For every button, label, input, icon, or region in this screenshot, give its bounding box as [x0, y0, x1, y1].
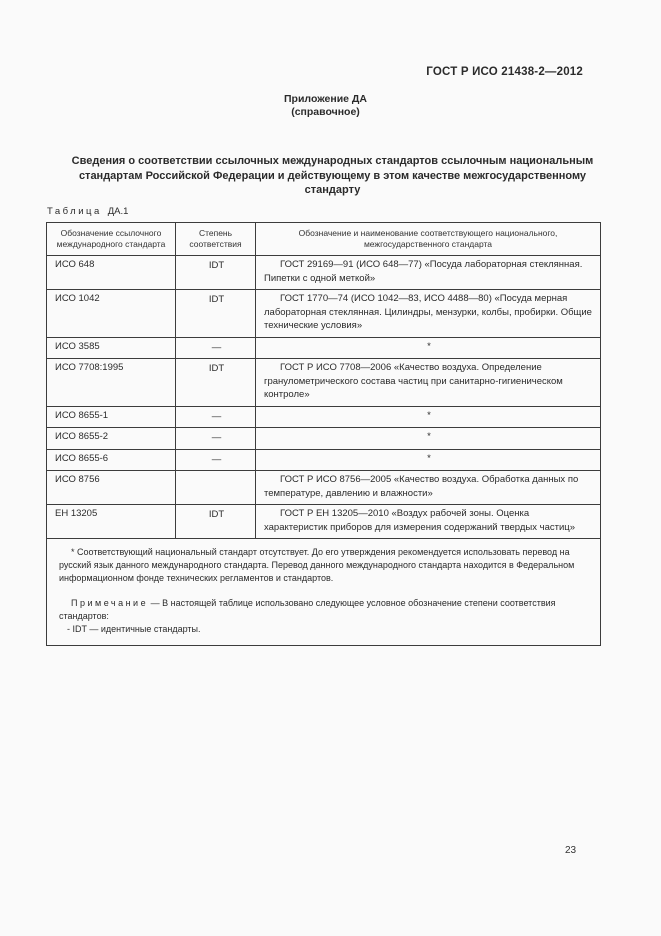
cell-reference: ИСО 3585	[46, 336, 176, 359]
table-header-row: Обозначение ссылочного международного ст…	[46, 222, 601, 256]
cell-national: ГОСТ Р ИСО 7708—2006 «Качество воздуха. …	[255, 358, 601, 407]
note-item-idt: - IDT — идентичные стандарты.	[67, 624, 201, 634]
col-header-national-standard: Обозначение и наименование соответствующ…	[255, 222, 601, 256]
note-label: Примечание	[71, 598, 149, 608]
cell-reference: ИСО 648	[46, 255, 176, 290]
table-row: ИСО 7708:1995 IDT ГОСТ Р ИСО 7708—2006 «…	[46, 358, 601, 407]
cell-reference: ИСО 1042	[46, 289, 176, 338]
table-row: ЕН 13205 IDT ГОСТ Р ЕН 13205—2010 «Возду…	[46, 504, 601, 539]
cell-national: *	[255, 427, 601, 450]
cell-degree: IDT	[175, 504, 256, 539]
table-row: ИСО 3585 — *	[46, 336, 601, 359]
col-header-reference-standard: Обозначение ссылочного международного ст…	[46, 222, 176, 256]
section-title: Сведения о соответствии ссылочных междун…	[71, 155, 594, 196]
table-caption: Таблица ДА.1	[47, 206, 128, 217]
appendix-subtitle: (справочное)	[291, 106, 360, 118]
standard-designation-header: ГОСТ Р ИСО 21438-2—2012	[426, 66, 583, 78]
table-caption-number: ДА.1	[107, 206, 129, 217]
note-text: — В настоящей таблице использовано следу…	[59, 598, 556, 621]
cell-national: *	[255, 336, 601, 359]
table-row: ИСО 8655-2 — *	[46, 427, 601, 450]
cell-reference: ЕН 13205	[46, 504, 176, 539]
table-row: ИСО 8655-6 — *	[46, 448, 601, 471]
cell-national: ГОСТ 29169—91 (ИСО 648—77) «Посуда лабор…	[255, 255, 601, 290]
cell-national: ГОСТ 1770—74 (ИСО 1042—83, ИСО 4488—80) …	[255, 289, 601, 338]
table-row: ИСО 1042 IDT ГОСТ 1770—74 (ИСО 1042—83, …	[46, 289, 601, 338]
cell-degree: —	[175, 336, 256, 359]
cell-degree: IDT	[175, 255, 256, 290]
cell-degree: —	[175, 448, 256, 471]
cell-degree: IDT	[175, 358, 256, 407]
cell-degree: —	[175, 427, 256, 450]
cell-reference: ИСО 8756	[46, 470, 176, 505]
table-footnote: * Соответствующий национальный стандарт …	[59, 547, 575, 583]
cell-degree: —	[175, 405, 256, 428]
table-row: ИСО 8756 ГОСТ Р ИСО 8756—2005 «Качество …	[46, 470, 601, 505]
table-note: Примечание — В настоящей таблице использ…	[59, 597, 590, 623]
cell-national: ГОСТ Р ЕН 13205—2010 «Воздух рабочей зон…	[255, 504, 601, 539]
cell-reference: ИСО 8655-1	[46, 405, 176, 428]
cell-national: *	[255, 405, 601, 428]
table-footer-cell: * Соответствующий национальный стандарт …	[46, 538, 601, 646]
cell-degree	[175, 470, 256, 505]
cell-national: *	[255, 448, 601, 471]
cell-degree: IDT	[175, 289, 256, 338]
appendix-title: Приложение ДА	[284, 93, 367, 105]
col-header-degree: Степень соответствия	[175, 222, 256, 256]
appendix-heading: Приложение ДА (справочное)	[0, 93, 651, 119]
cell-reference: ИСО 8655-2	[46, 427, 176, 450]
table-caption-word: Таблица	[47, 206, 102, 217]
table-row: ИСО 8655-1 — *	[46, 405, 601, 428]
table-row: ИСО 648 IDT ГОСТ 29169—91 (ИСО 648—77) «…	[46, 255, 601, 290]
cell-reference: ИСО 7708:1995	[46, 358, 176, 407]
correspondence-table: Обозначение ссылочного международного ст…	[46, 222, 601, 646]
cell-reference: ИСО 8655-6	[46, 448, 176, 471]
cell-national: ГОСТ Р ИСО 8756—2005 «Качество воздуха. …	[255, 470, 601, 505]
page-number: 23	[565, 845, 577, 856]
table-footer-row: * Соответствующий национальный стандарт …	[46, 538, 601, 646]
